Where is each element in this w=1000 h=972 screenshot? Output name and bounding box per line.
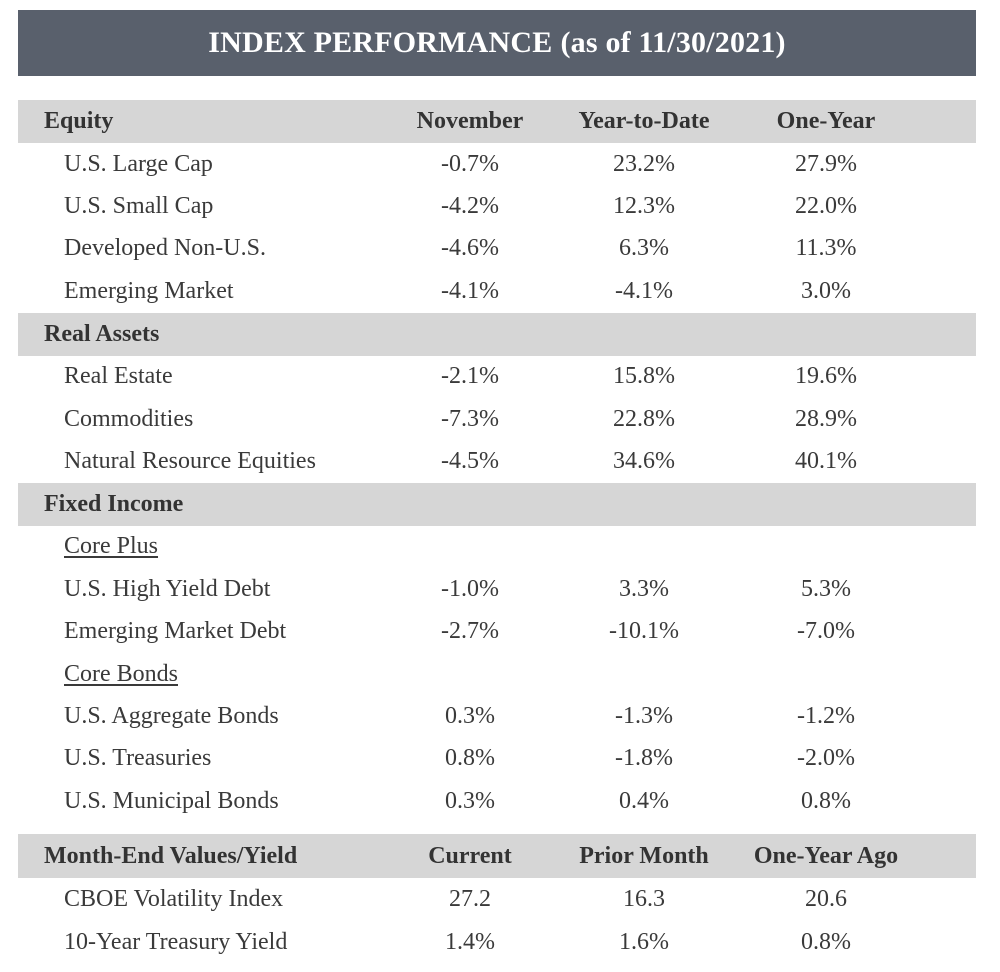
row-label: U.S. High Yield Debt [64,575,271,602]
section-header-fixed-income: Fixed Income [18,482,976,526]
value-november: 0.8% [445,745,495,772]
value-current: 1.4% [445,928,495,955]
value-one-year: 28.9% [795,405,857,432]
section-title: Fixed Income [44,490,184,517]
value-ytd: 34.6% [613,448,675,475]
value-one-year: 11.3% [795,235,857,262]
section-spacer [18,822,976,834]
subgroup-header-core-bonds: Core Bonds [18,653,976,695]
value-november: -2.7% [441,618,499,645]
subgroup-title: Core Bonds [64,660,178,687]
column-header-one-year-ago: One-Year Ago [753,842,899,869]
row-label: 10-Year Treasury Yield [64,928,288,955]
row-label: CBOE Volatility Index [64,886,284,913]
value-one-year-ago: 20.6 [805,886,847,913]
table-row: Real Estate -2.1% 15.8% 19.6% [18,356,976,398]
value-prior-month: 16.3 [623,886,665,913]
table-row: Commodities -7.3% 22.8% 28.9% [18,398,976,440]
value-one-year-ago: 0.8% [801,928,851,955]
column-header-ytd: Year-to-Date [578,108,710,134]
value-one-year: 19.6% [795,363,857,390]
section-header-month-end: Month-End Values/Yield Current Prior Mon… [18,834,976,879]
value-one-year: -2.0% [797,745,855,772]
value-ytd: 23.2% [613,150,675,177]
value-ytd: -10.1% [609,618,679,645]
value-november: -4.1% [441,277,499,304]
subgroup-title: Core Plus [64,533,159,560]
table-row: Emerging Market Debt -2.7% -10.1% -7.0% [18,611,976,653]
value-ytd: 15.8% [613,363,675,390]
row-label: Developed Non-U.S. [64,235,266,262]
row-label: Real Estate [64,363,173,390]
value-one-year: 27.9% [795,150,857,177]
value-one-year: -7.0% [797,618,855,645]
section-title: Month-End Values/Yield [44,842,298,869]
row-label: U.S. Treasuries [64,745,212,772]
value-current: 27.2 [449,886,491,913]
title-date: (as of 11/30/2021) [560,26,786,59]
table-row: U.S. Aggregate Bonds 0.3% -1.3% -1.2% [18,695,976,737]
title-main: INDEX PERFORMANCE [208,26,553,59]
table-row: U.S. Large Cap -0.7% 23.2% 27.9% [18,143,976,185]
value-one-year: 0.8% [801,787,851,814]
column-header-current: Current [428,842,512,869]
value-november: 0.3% [445,787,495,814]
title-banner: INDEX PERFORMANCE (as of 11/30/2021) [18,10,976,76]
value-november: -4.6% [441,235,499,262]
value-ytd: 12.3% [613,193,675,220]
table-row: Developed Non-U.S. -4.6% 6.3% 11.3% [18,228,976,270]
column-header-prior-month: Prior Month [579,842,709,869]
value-november: 0.3% [445,702,495,729]
column-header-one-year: One-Year [776,108,876,134]
value-one-year: 22.0% [795,193,857,220]
table-row: U.S. Small Cap -4.2% 12.3% 22.0% [18,185,976,227]
row-label: Emerging Market Debt [64,618,287,645]
row-label: U.S. Large Cap [64,150,213,177]
section-title: Real Assets [44,320,160,347]
value-ytd: 6.3% [619,235,669,262]
value-ytd: 22.8% [613,405,675,432]
subgroup-header-core-plus: Core Plus [18,526,976,568]
value-ytd: -1.8% [615,745,673,772]
column-header-november: November [416,108,524,134]
value-november: -1.0% [441,575,499,602]
value-november: -0.7% [441,150,499,177]
value-prior-month: 1.6% [619,928,669,955]
section-header-real-assets: Real Assets [18,312,976,356]
value-one-year: -1.2% [797,702,855,729]
section-header-equity: Equity November Year-to-Date One-Year [18,100,976,143]
value-ytd: 0.4% [619,787,669,814]
table-row: U.S. Municipal Bonds 0.3% 0.4% 0.8% [18,780,976,822]
row-label: U.S. Small Cap [64,193,214,220]
table-row: U.S. Treasuries 0.8% -1.8% -2.0% [18,738,976,780]
value-one-year: 40.1% [795,448,857,475]
table-row: Emerging Market -4.1% -4.1% 3.0% [18,270,976,312]
table-row: U.S. High Yield Debt -1.0% 3.3% 5.3% [18,568,976,610]
index-performance-table: Equity November Year-to-Date One-Year U.… [18,100,976,963]
row-label: U.S. Municipal Bonds [64,787,279,814]
value-ytd: -4.1% [615,277,673,304]
section-title: Equity [44,108,114,134]
value-november: -4.2% [441,193,499,220]
value-november: -7.3% [441,405,499,432]
table-row: 10-Year Treasury Yield 1.4% 1.6% 0.8% [18,921,976,963]
value-ytd: -1.3% [615,702,673,729]
row-label: U.S. Aggregate Bonds [64,702,279,729]
value-november: -2.1% [441,363,499,390]
value-ytd: 3.3% [619,575,669,602]
row-label: Natural Resource Equities [64,448,316,475]
row-label: Emerging Market [64,277,234,304]
row-label: Commodities [64,405,194,432]
table-row: CBOE Volatility Index 27.2 16.3 20.6 [18,878,976,920]
value-one-year: 3.0% [801,277,851,304]
value-november: -4.5% [441,448,499,475]
table-row: Natural Resource Equities -4.5% 34.6% 40… [18,440,976,482]
value-one-year: 5.3% [801,575,851,602]
